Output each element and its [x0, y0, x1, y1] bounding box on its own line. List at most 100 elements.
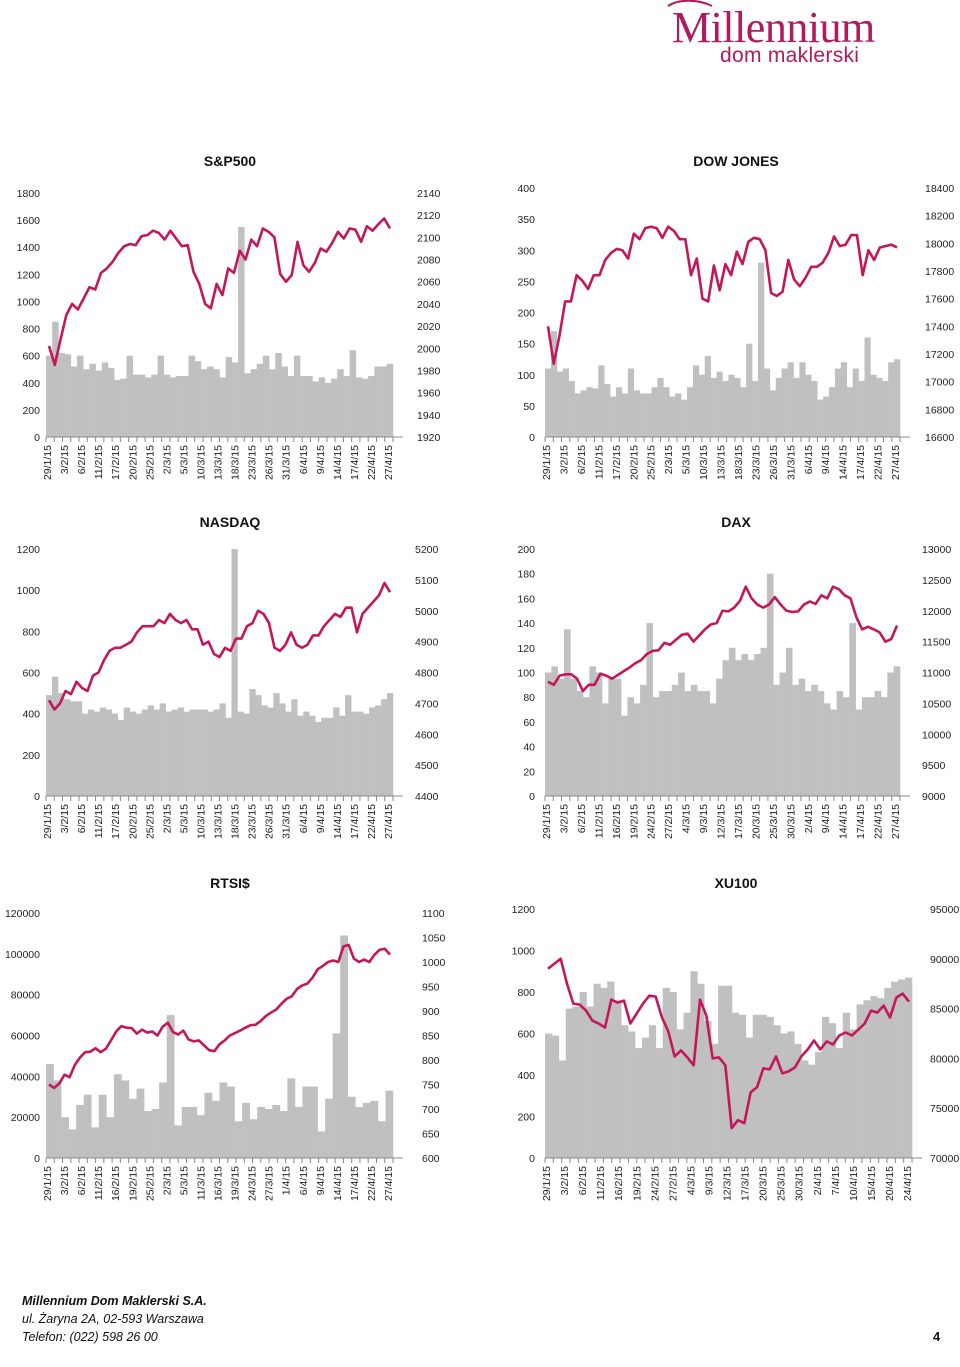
volume-bar [141, 709, 148, 796]
volume-bar [331, 378, 338, 437]
chart-2: DOW JONES 0 50 100 150 200 250 300 350 400 16600 16… [517, 153, 954, 480]
volume-bar [823, 703, 831, 797]
volume-bar [811, 380, 818, 437]
logo-swoosh-icon [667, 0, 713, 7]
volume-bar [773, 1025, 781, 1158]
x-axis-date-label: 2/3/15 [161, 445, 173, 474]
right-axis-label: 4500 [415, 760, 439, 772]
right-axis-label: 17800 [925, 266, 954, 278]
x-axis-date-label: 17/4/15 [349, 1166, 361, 1201]
index-line [547, 957, 911, 1130]
volume-bar [64, 354, 72, 437]
volume-bar [551, 666, 558, 796]
volume-bar [722, 380, 729, 437]
volume-bar [884, 987, 892, 1158]
x-axis-date-label: 26/3/15 [264, 445, 276, 480]
left-axis-label: 40 [523, 742, 535, 754]
volume-bar [386, 363, 394, 437]
x-axis-date-label: 24/2/15 [646, 804, 658, 839]
volume-bar [333, 707, 340, 796]
left-axis-label: 120 [517, 643, 535, 655]
left-axis-label: 400 [517, 183, 535, 195]
right-axis-label: 11500 [922, 637, 951, 649]
volume-bar [46, 695, 53, 796]
left-axis-label: 800 [22, 626, 40, 638]
x-axis-date-label: 18/3/15 [230, 445, 242, 480]
volume-bar [614, 678, 622, 796]
volume-bar [287, 376, 295, 437]
x-axis-date-label: 25/2/15 [144, 804, 156, 839]
volume-bar [568, 380, 575, 437]
right-axis-label: 9000 [922, 791, 946, 803]
x-axis-date-label: 25/2/15 [646, 445, 658, 480]
x-axis-date-label: 31/3/15 [281, 804, 293, 839]
volume-bar [648, 1025, 657, 1158]
volume-bar [174, 1125, 183, 1158]
volume-bar [570, 678, 577, 796]
volume-bar [144, 1111, 152, 1158]
volume-bar [651, 387, 658, 437]
volume-bar [633, 390, 640, 437]
volume-bar [272, 1104, 281, 1158]
volume-bar [655, 1048, 664, 1158]
right-axis-label: 95000 [930, 904, 959, 916]
volume-bar [815, 1052, 823, 1158]
volume-bar [608, 678, 616, 796]
volume-bar [374, 366, 381, 437]
volume-bar [51, 676, 59, 796]
x-axis-date-label: 9/3/15 [698, 804, 710, 833]
volume-bar [207, 711, 214, 796]
volume-bar [87, 709, 95, 796]
volume-bar [231, 362, 239, 437]
volume-bar [728, 374, 735, 437]
x-axis-date-label: 17/4/15 [349, 804, 361, 839]
volume-bar [242, 1102, 250, 1159]
x-axis-date-label: 29/1/15 [541, 804, 553, 839]
x-axis-date-label: 26/3/15 [264, 804, 276, 839]
x-axis-date-label: 17/3/15 [733, 804, 745, 839]
volume-bar [306, 376, 313, 437]
x-axis-date-label: 3/2/15 [59, 1166, 71, 1195]
volume-bar [621, 1025, 629, 1158]
volume-bar [586, 1006, 594, 1158]
volume-bar [189, 709, 196, 796]
volume-bar [312, 381, 319, 437]
x-axis-date-label: 13/3/15 [213, 445, 225, 480]
volume-bar [302, 1086, 311, 1158]
x-axis-date-label: 14/4/15 [332, 1166, 344, 1201]
volume-bar [659, 691, 666, 796]
volume-bar [711, 1043, 719, 1159]
x-axis-date-label: 30/3/15 [794, 1166, 806, 1201]
volume-bar [551, 1035, 560, 1158]
volume-bar [107, 367, 115, 437]
x-axis-date-label: 27/4/15 [383, 445, 395, 480]
x-axis-date-label: 23/3/15 [750, 445, 762, 480]
x-axis-date-label: 13/3/15 [716, 445, 728, 480]
footer-phone: Telefon: (022) 598 26 00 [22, 1330, 158, 1344]
left-axis-label: 120000 [5, 908, 40, 920]
volume-bar [201, 709, 208, 796]
chart-1: S&P500 0 200 400 600 800 1000 1200 1400 1600 1800 1… [17, 153, 441, 480]
volume-bar [697, 983, 705, 1158]
volume-bar [602, 703, 609, 797]
volume-bar [200, 369, 208, 437]
volume-bar [759, 1014, 767, 1158]
volume-bar [652, 697, 660, 796]
volume-bar [114, 380, 121, 437]
x-axis-date-label: 29/1/15 [42, 804, 54, 839]
volume-bar [93, 711, 101, 796]
left-axis-label: 1400 [17, 242, 41, 254]
volume-bar [887, 672, 894, 796]
left-axis-label: 20000 [11, 1112, 40, 1124]
x-axis-date-label: 11/2/15 [595, 1166, 607, 1200]
volume-bar [347, 1096, 356, 1158]
volume-bar [362, 1102, 371, 1159]
right-axis-label: 13000 [922, 544, 951, 556]
volume-bar [355, 1106, 364, 1158]
index-line [48, 943, 391, 1090]
right-axis-label: 9500 [922, 760, 946, 772]
chart-title: DOW JONES [693, 153, 779, 169]
volume-bar [285, 711, 292, 796]
volume-bar [692, 365, 700, 437]
volume-bar [219, 377, 226, 437]
